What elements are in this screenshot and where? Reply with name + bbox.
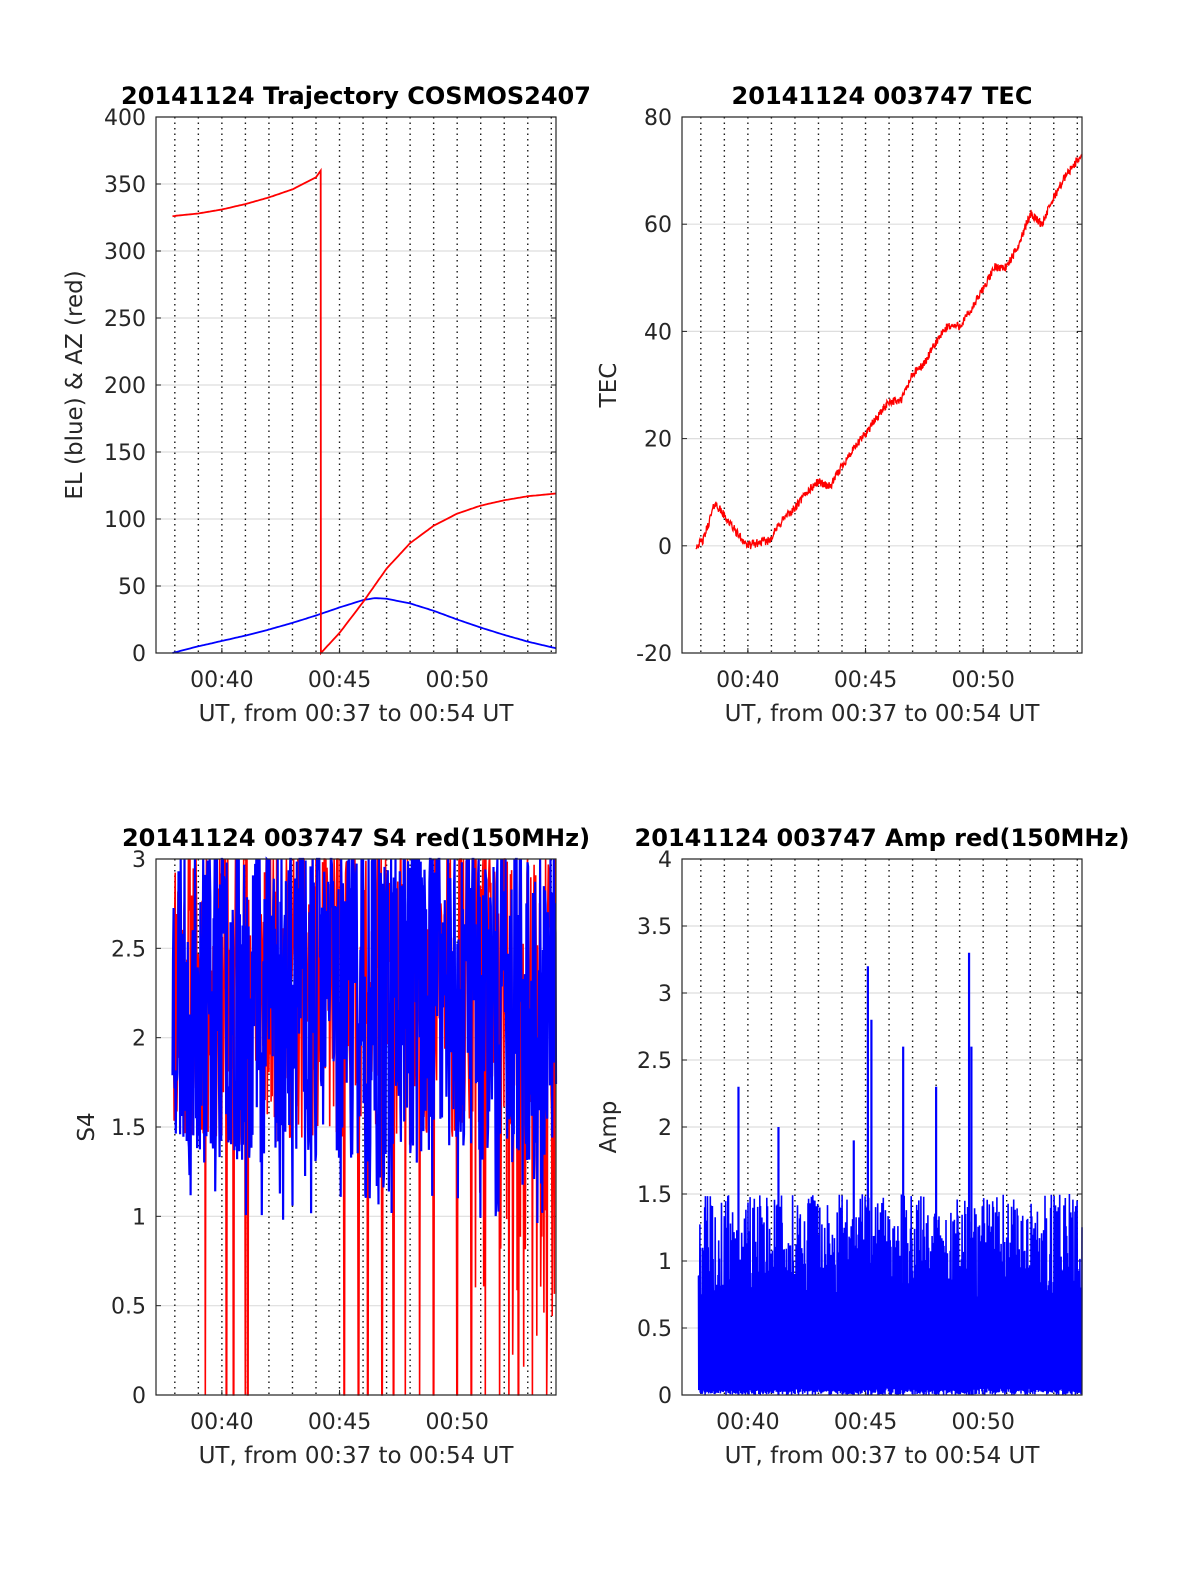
y-tick-label: 300 bbox=[104, 240, 146, 265]
y-axis-label: EL (blue) & AZ (red) bbox=[62, 270, 88, 499]
x-tick-label: 00:45 bbox=[834, 668, 897, 693]
y-tick-label: 20 bbox=[644, 428, 672, 453]
x-tick-label: 00:50 bbox=[951, 668, 1014, 693]
x-tick-labels: 00:40 00:45 00:50 bbox=[190, 1410, 489, 1435]
panel-amp: 20141124 003747 Amp red(150MHz) 0 0.5 1 1.5… bbox=[596, 824, 1129, 1469]
y-tick-label: -20 bbox=[636, 642, 672, 667]
y-tick-label: 0 bbox=[658, 1384, 672, 1409]
chart-title: 20141124 003747 Amp red(150MHz) bbox=[635, 824, 1130, 852]
y-tick-label: 4 bbox=[658, 848, 672, 873]
series-layer bbox=[697, 952, 1083, 1396]
y-tick-label: 1.5 bbox=[111, 1116, 146, 1141]
x-tick-label: 00:45 bbox=[834, 1410, 897, 1435]
x-tick-label: 00:50 bbox=[425, 668, 488, 693]
y-tick-label: 200 bbox=[104, 374, 146, 399]
x-tick-label: 00:40 bbox=[716, 668, 779, 693]
y-tick-label: 2 bbox=[658, 1116, 672, 1141]
y-tick-label: 40 bbox=[644, 320, 672, 345]
y-tick-label: 3 bbox=[658, 982, 672, 1007]
y-tick-label: 1 bbox=[132, 1205, 146, 1230]
x-tick-labels: 00:40 00:45 00:50 bbox=[716, 1410, 1015, 1435]
y-tick-label: 350 bbox=[104, 173, 146, 198]
y-tick-label: 0 bbox=[132, 642, 146, 667]
y-tick-label: 1 bbox=[658, 1250, 672, 1275]
y-tick-label: 0.5 bbox=[637, 1317, 672, 1342]
plot-frame bbox=[681, 116, 1083, 654]
y-tick-label: 80 bbox=[644, 106, 672, 131]
y-tick-labels: 0 0.5 1 1.5 2 2.5 3 3.5 4 bbox=[637, 848, 672, 1409]
x-tick-label: 00:40 bbox=[190, 668, 253, 693]
elevation-line bbox=[172, 597, 557, 654]
x-grid bbox=[700, 117, 1078, 653]
amp-line bbox=[697, 1193, 1083, 1396]
y-axis-label: Amp bbox=[596, 1101, 622, 1154]
panel-trajectory: 20141124 Trajectory COSMOS2407 0 50 100 150… bbox=[62, 82, 591, 727]
y-tick-labels: -20 0 20 40 60 80 bbox=[636, 106, 672, 667]
x-tick-label: 00:40 bbox=[190, 1410, 253, 1435]
tec-line bbox=[695, 153, 1083, 550]
chart-title: 20141124 003747 TEC bbox=[732, 82, 1033, 110]
s4-blue-line bbox=[171, 856, 558, 1224]
x-axis-label: UT, from 00:37 to 00:54 UT bbox=[199, 701, 515, 727]
series-layer bbox=[171, 856, 558, 1396]
y-tick-label: 0.5 bbox=[111, 1295, 146, 1320]
plot-frame bbox=[681, 858, 1083, 1396]
x-axis-label: UT, from 00:37 to 00:54 UT bbox=[199, 1443, 515, 1469]
series-layer bbox=[172, 167, 557, 656]
y-tick-label: 2.5 bbox=[637, 1049, 672, 1074]
y-tick-label: 50 bbox=[118, 575, 146, 600]
plot-frame bbox=[155, 858, 557, 1396]
y-tick-label: 3.5 bbox=[637, 915, 672, 940]
chart-title: 20141124 Trajectory COSMOS2407 bbox=[121, 82, 591, 110]
y-tick-labels: 0 50 100 150 200 250 300 350 400 bbox=[104, 106, 146, 667]
y-axis-label: TEC bbox=[596, 363, 622, 409]
y-grid bbox=[682, 116, 1082, 654]
y-tick-label: 3 bbox=[132, 848, 146, 873]
plot-frame bbox=[155, 116, 557, 654]
y-tick-labels: 0 0.5 1 1.5 2 2.5 3 bbox=[111, 848, 146, 1409]
x-tick-label: 00:40 bbox=[716, 1410, 779, 1435]
x-tick-label: 00:45 bbox=[308, 668, 371, 693]
x-tick-label: 00:50 bbox=[951, 1410, 1014, 1435]
y-tick-label: 2 bbox=[132, 1027, 146, 1052]
y-tick-label: 1.5 bbox=[637, 1183, 672, 1208]
y-tick-label: 250 bbox=[104, 307, 146, 332]
y-tick-label: 60 bbox=[644, 213, 672, 238]
y-tick-label: 400 bbox=[104, 106, 146, 131]
x-tick-labels: 00:40 00:45 00:50 bbox=[190, 668, 489, 693]
chart-title: 20141124 003747 S4 red(150MHz) bbox=[122, 824, 590, 852]
x-axis-label: UT, from 00:37 to 00:54 UT bbox=[725, 1443, 1041, 1469]
x-axis-label: UT, from 00:37 to 00:54 UT bbox=[725, 701, 1041, 727]
y-tick-label: 0 bbox=[658, 535, 672, 560]
y-axis-label: S4 bbox=[74, 1112, 100, 1141]
azimuth-line bbox=[172, 167, 557, 656]
y-tick-label: 150 bbox=[104, 441, 146, 466]
y-tick-label: 100 bbox=[104, 508, 146, 533]
series-layer bbox=[695, 153, 1083, 550]
y-tick-label: 0 bbox=[132, 1384, 146, 1409]
panel-s4: 20141124 003747 S4 red(150MHz) 0 0.5 1 1.5 2… bbox=[74, 824, 590, 1469]
y-grid bbox=[156, 116, 556, 654]
x-tick-labels: 00:40 00:45 00:50 bbox=[716, 668, 1015, 693]
y-tick-label: 2.5 bbox=[111, 937, 146, 962]
x-tick-label: 00:50 bbox=[425, 1410, 488, 1435]
x-grid bbox=[174, 117, 552, 653]
x-tick-label: 00:45 bbox=[308, 1410, 371, 1435]
